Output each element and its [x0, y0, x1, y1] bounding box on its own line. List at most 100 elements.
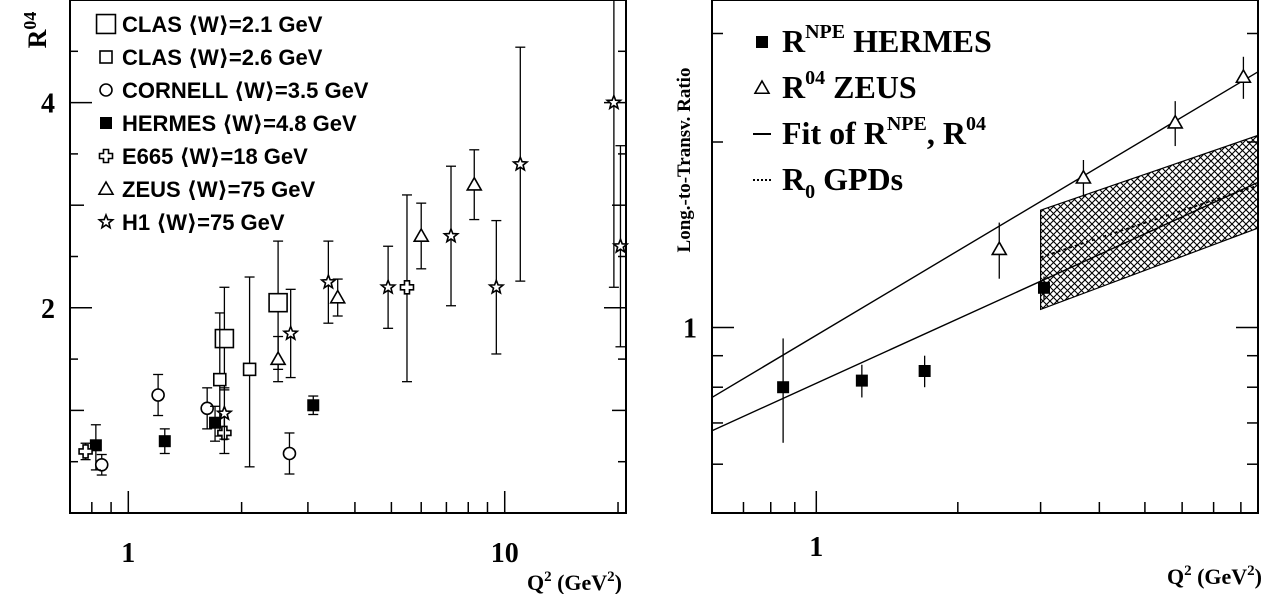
left-legend-label: HERMES ⟨W⟩=4.8 GeV — [122, 111, 357, 136]
left-marker — [151, 388, 165, 402]
left-legend-label: CLAS ⟨W⟩=2.1 GeV — [122, 12, 323, 37]
left-y-axis-label: R04 — [20, 12, 52, 49]
left-marker — [319, 272, 338, 290]
left-legend-entry: HERMES ⟨W⟩=4.8 GeV — [100, 111, 357, 136]
left-point — [215, 387, 234, 440]
left-marker — [329, 288, 347, 304]
right-legend-text: R — [782, 69, 806, 105]
fit-line — [711, 181, 1259, 432]
left-point — [465, 149, 483, 221]
left-point — [94, 453, 109, 476]
right-legend-text: R — [782, 23, 806, 59]
left-point — [242, 276, 257, 468]
right-marker — [777, 381, 790, 394]
left-legend-label: CLAS ⟨W⟩=2.6 GeV — [122, 45, 323, 70]
left-y-tick-label: 2 — [41, 294, 55, 325]
gpd-band-group — [1040, 134, 1259, 311]
left-marker — [611, 236, 630, 254]
left-point — [78, 442, 93, 461]
right-marker — [1166, 114, 1184, 129]
left-point — [442, 165, 460, 307]
left-legend-marker — [99, 83, 113, 97]
right-marker — [1075, 169, 1092, 184]
right-x-label-close: ) — [1255, 564, 1262, 589]
left-y-label-base: R — [23, 29, 52, 48]
left-x-label-sup: 2 — [544, 569, 552, 585]
right-y-axis-label: Long.-to-Transv. Ratio — [674, 68, 695, 253]
left-marker — [78, 444, 93, 459]
right-legend-sub: 0 — [805, 181, 815, 203]
right-legend-text: Fit of R — [782, 115, 888, 151]
left-x-tick-label: 1 — [121, 538, 135, 569]
left-point — [307, 395, 320, 416]
left-marker — [399, 279, 415, 295]
left-marker — [412, 227, 430, 243]
left-data-points — [78, 0, 630, 476]
right-legend-label: RNPE HERMES — [782, 21, 992, 59]
left-marker — [212, 372, 227, 387]
left-point — [269, 335, 287, 383]
left-marker — [282, 446, 297, 461]
left-point — [281, 288, 300, 379]
right-point — [1037, 276, 1050, 300]
right-legend-label: R04 ZEUS — [782, 67, 917, 105]
left-legend-entry: E665 ⟨W⟩=18 GeV — [98, 144, 308, 169]
left-legend-label: H1 ⟨W⟩=75 GeV — [122, 210, 285, 235]
left-legend-entry: CLAS ⟨W⟩=2.1 GeV — [95, 12, 323, 37]
left-legend-marker — [97, 180, 115, 196]
left-marker — [268, 292, 288, 313]
right-legend-rest: ZEUS — [825, 69, 917, 105]
left-legend-entry: CLAS ⟨W⟩=2.6 GeV — [99, 45, 323, 70]
left-point — [209, 405, 222, 442]
left-point — [605, 0, 623, 288]
left-marker — [209, 416, 222, 429]
left-point — [151, 373, 165, 417]
right-x-tick-label: 1 — [809, 532, 823, 563]
left-point — [379, 245, 397, 329]
left-panel: 1 10 2 4 CLAS ⟨W⟩=2.1 GeV CLAS ⟨W⟩=2.6 GeV CO… — [20, 0, 630, 594]
left-legend-marker — [99, 50, 113, 64]
right-legend-entry: R0 GPDs — [753, 161, 903, 203]
left-marker — [214, 328, 235, 349]
left-point — [282, 432, 297, 475]
right-legend-marker — [756, 36, 768, 48]
left-marker — [487, 278, 506, 295]
left-point — [329, 278, 347, 317]
right-x-axis-label: Q2 (GeV2) — [1167, 563, 1262, 589]
right-point — [1166, 101, 1184, 147]
left-point — [319, 240, 338, 324]
left-x-axis-label: Q2 (GeV2) — [527, 569, 622, 594]
left-legend-marker — [100, 117, 112, 129]
right-x-label-base: Q — [1167, 564, 1184, 589]
right-marker — [918, 364, 931, 377]
right-point — [990, 222, 1008, 279]
left-marker — [605, 93, 623, 111]
fit-lines-group — [711, 71, 1259, 432]
left-y-label-sup: 04 — [20, 12, 40, 30]
right-legend-entry: Fit of RNPE, R04 — [753, 113, 986, 151]
left-marker — [281, 324, 300, 341]
right-legend-sup: NPE — [805, 21, 845, 43]
right-point — [918, 355, 931, 388]
right-legend-entry: RNPE HERMES — [756, 21, 992, 59]
right-legend-rest: , R — [927, 115, 967, 151]
left-point — [200, 387, 214, 430]
left-legend-label: ZEUS ⟨W⟩=75 GeV — [122, 177, 315, 202]
left-point — [487, 219, 506, 355]
right-legend-marker — [753, 79, 771, 95]
right-legend-sup: 04 — [966, 113, 986, 135]
right-legend-entry: R04 ZEUS — [753, 67, 917, 105]
fit-line — [711, 71, 1259, 399]
left-marker — [511, 155, 530, 172]
right-marker — [990, 240, 1008, 256]
right-x-label-unit: (GeV — [1192, 564, 1248, 589]
left-marker — [442, 226, 460, 244]
right-point — [855, 364, 868, 398]
right-legend-rest: HERMES — [845, 23, 992, 59]
left-marker — [94, 457, 109, 472]
left-marker — [269, 350, 287, 366]
left-point — [611, 145, 630, 348]
right-legend-text: R — [782, 161, 806, 197]
